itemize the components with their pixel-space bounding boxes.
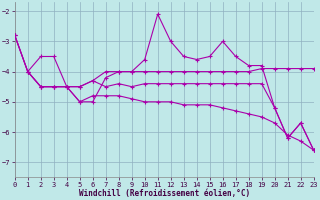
X-axis label: Windchill (Refroidissement éolien,°C): Windchill (Refroidissement éolien,°C)	[79, 189, 250, 198]
